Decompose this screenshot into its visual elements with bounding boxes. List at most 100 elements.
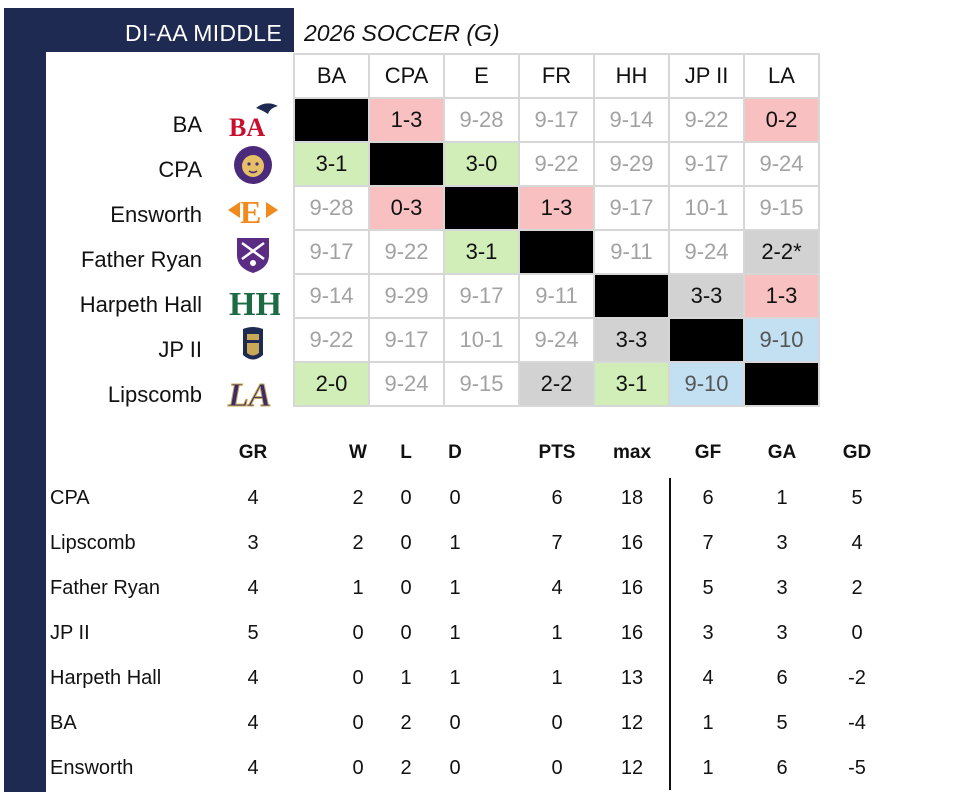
- svg-text:E: E: [240, 194, 261, 230]
- standings-header: PTS: [538, 442, 576, 463]
- standings-divider: [669, 478, 671, 790]
- matrix-cell: 9-15: [443, 361, 520, 407]
- matrix-row-label: BA: [172, 112, 202, 137]
- matrix-cell: 9-17: [668, 141, 745, 187]
- standings-value: 13: [620, 667, 644, 689]
- matrix-header-row: BA CPA E FR HH JP II LA: [293, 53, 820, 99]
- standings-row: Ensworth 4 0 2 0 0 12 1 6 -5: [0, 757, 974, 787]
- standings-team: Harpeth Hall: [50, 667, 162, 689]
- matrix-row: 3-1 3-0 9-22 9-29 9-17 9-24: [293, 141, 820, 187]
- matrix-cell: 10-1: [443, 317, 520, 363]
- standings-value: 4: [851, 532, 863, 554]
- matrix-cell: 9-10: [668, 361, 745, 407]
- standings-value: 0: [551, 757, 563, 779]
- matrix-cell: 9-22: [668, 97, 745, 143]
- standings-value: 1: [449, 622, 461, 644]
- harpeth-hall-hh-logo: HH: [229, 286, 280, 320]
- standings-header: GR: [238, 442, 268, 463]
- standings-header: GF: [694, 442, 722, 463]
- standings-value: -4: [848, 712, 866, 734]
- standings-value: 0: [551, 712, 563, 734]
- standings-value: 3: [247, 532, 259, 554]
- standings-value: 0: [400, 577, 412, 599]
- standings-header: GD: [842, 442, 872, 463]
- standings-value: 0: [352, 757, 364, 779]
- standings-row: Father Ryan 4 1 0 1 4 16 5 3 2: [0, 577, 974, 607]
- standings-value: 2: [851, 577, 863, 599]
- matrix-cell: 9-28: [443, 97, 520, 143]
- standings-header: D: [448, 442, 462, 463]
- standings-value: 0: [400, 532, 412, 554]
- matrix-cell: 0-3: [368, 185, 445, 231]
- matrix-row-label: Harpeth Hall: [79, 292, 202, 317]
- standings-value: 5: [247, 622, 259, 644]
- standings-team: Ensworth: [50, 757, 134, 779]
- cpa-lion-logo: [234, 146, 272, 184]
- standings-value: 0: [352, 622, 364, 644]
- svg-text:HH: HH: [229, 286, 280, 320]
- matrix-cell: 9-24: [518, 317, 595, 363]
- matrix-cell: 3-1: [293, 141, 370, 187]
- standings-value: 4: [247, 757, 259, 779]
- matrix-cell: 9-22: [293, 317, 370, 363]
- standings-value: 6: [702, 487, 714, 509]
- matrix-col-header: JP II: [668, 53, 745, 99]
- matrix-row: 9-17 9-22 3-1 9-11 9-24 2-2*: [293, 229, 820, 275]
- standings-value: 18: [620, 487, 644, 509]
- matrix-cell-self: [593, 273, 670, 319]
- matrix-cell-self: [518, 229, 595, 275]
- matrix-col-header: HH: [593, 53, 670, 99]
- standings-value: 3: [776, 577, 788, 599]
- standings-value: -2: [848, 667, 866, 689]
- matrix-cell: 0-2: [743, 97, 820, 143]
- matrix-row-label: Lipscomb: [107, 382, 202, 407]
- standings-value: 0: [352, 712, 364, 734]
- standings-value: 6: [551, 487, 563, 509]
- standings-value: 0: [449, 487, 461, 509]
- matrix-cell: 10-1: [668, 185, 745, 231]
- standings-value: 4: [247, 712, 259, 734]
- standings-header: max: [612, 442, 652, 463]
- matrix-cell: 3-3: [593, 317, 670, 363]
- matrix-row-label: Father Ryan: [80, 247, 202, 272]
- matrix-cell: 9-11: [518, 273, 595, 319]
- standings-value: 1: [449, 532, 461, 554]
- matrix-cell: 3-1: [593, 361, 670, 407]
- standings-value: -5: [848, 757, 866, 779]
- matrix-row-label: Ensworth: [110, 202, 202, 227]
- standings-value: 0: [400, 487, 412, 509]
- standings-header: GA: [767, 442, 797, 463]
- ensworth-e-logo: E: [228, 194, 278, 230]
- standings-value: 7: [551, 532, 563, 554]
- standings-value: 12: [620, 712, 644, 734]
- matrix-cell: 3-3: [668, 273, 745, 319]
- standings-value: 7: [702, 532, 714, 554]
- matrix-cell: 9-17: [443, 273, 520, 319]
- standings-team: BA: [50, 712, 77, 734]
- ba-eagle-logo: BA: [229, 103, 278, 140]
- standings-value: 0: [851, 622, 863, 644]
- standings-value: 2: [400, 757, 412, 779]
- standings-value: 1: [352, 577, 364, 599]
- standings-value: 3: [702, 622, 714, 644]
- matrix-col-header: CPA: [368, 53, 445, 99]
- matrix-cell: 9-24: [668, 229, 745, 275]
- standings-value: 1: [400, 667, 412, 689]
- matrix-cell: 2-2: [518, 361, 595, 407]
- standings-value: 16: [620, 622, 644, 644]
- standings-value: 4: [247, 487, 259, 509]
- league-title: DI-AA MIDDLE: [125, 20, 282, 46]
- matrix-col-header: FR: [518, 53, 595, 99]
- matrix-cell-self: [668, 317, 745, 363]
- matrix-cell: 9-17: [518, 97, 595, 143]
- standings-team: Lipscomb: [50, 532, 136, 554]
- standings-value: 4: [247, 577, 259, 599]
- matrix-cell: 9-28: [293, 185, 370, 231]
- standings-value: 2: [352, 487, 364, 509]
- matrix-col-header: LA: [743, 53, 820, 99]
- standings-header: L: [400, 442, 412, 463]
- standings-row: JP II 5 0 0 1 1 16 3 3 0: [0, 622, 974, 652]
- standings-value: 2: [400, 712, 412, 734]
- standings-value: 1: [776, 487, 788, 509]
- standings-value: 1: [551, 667, 563, 689]
